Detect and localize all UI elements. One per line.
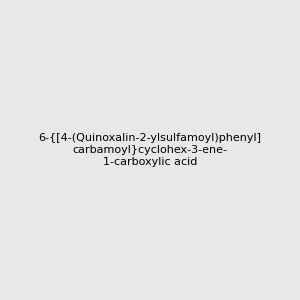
Text: 6-{[4-(Quinoxalin-2-ylsulfamoyl)phenyl]
carbamoyl}cyclohex-3-ene-
1-carboxylic a: 6-{[4-(Quinoxalin-2-ylsulfamoyl)phenyl] … [38,134,262,166]
